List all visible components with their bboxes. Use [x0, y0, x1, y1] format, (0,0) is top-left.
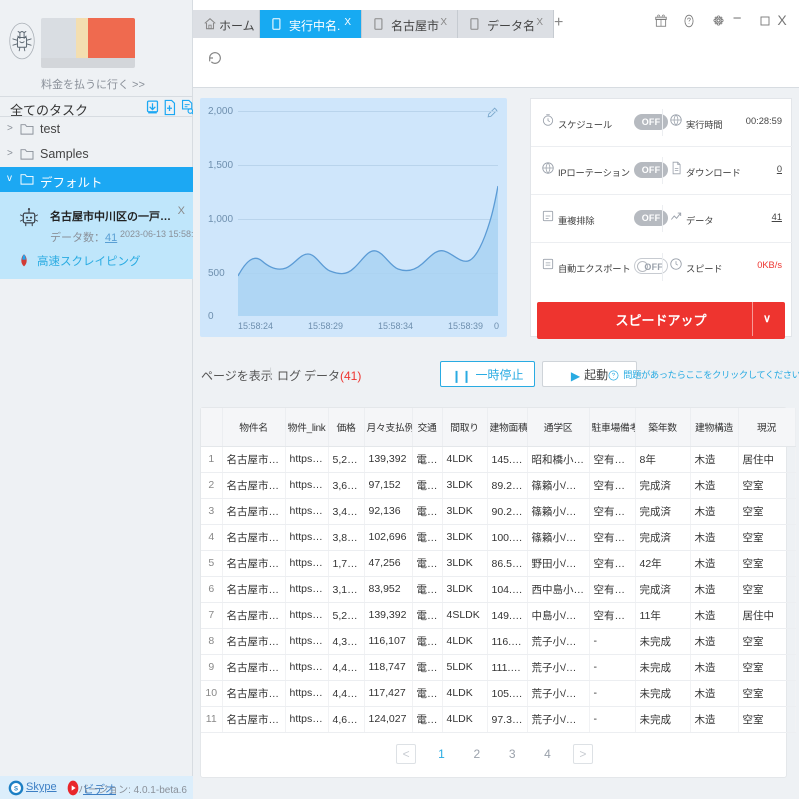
svg-text:S: S [14, 787, 18, 793]
